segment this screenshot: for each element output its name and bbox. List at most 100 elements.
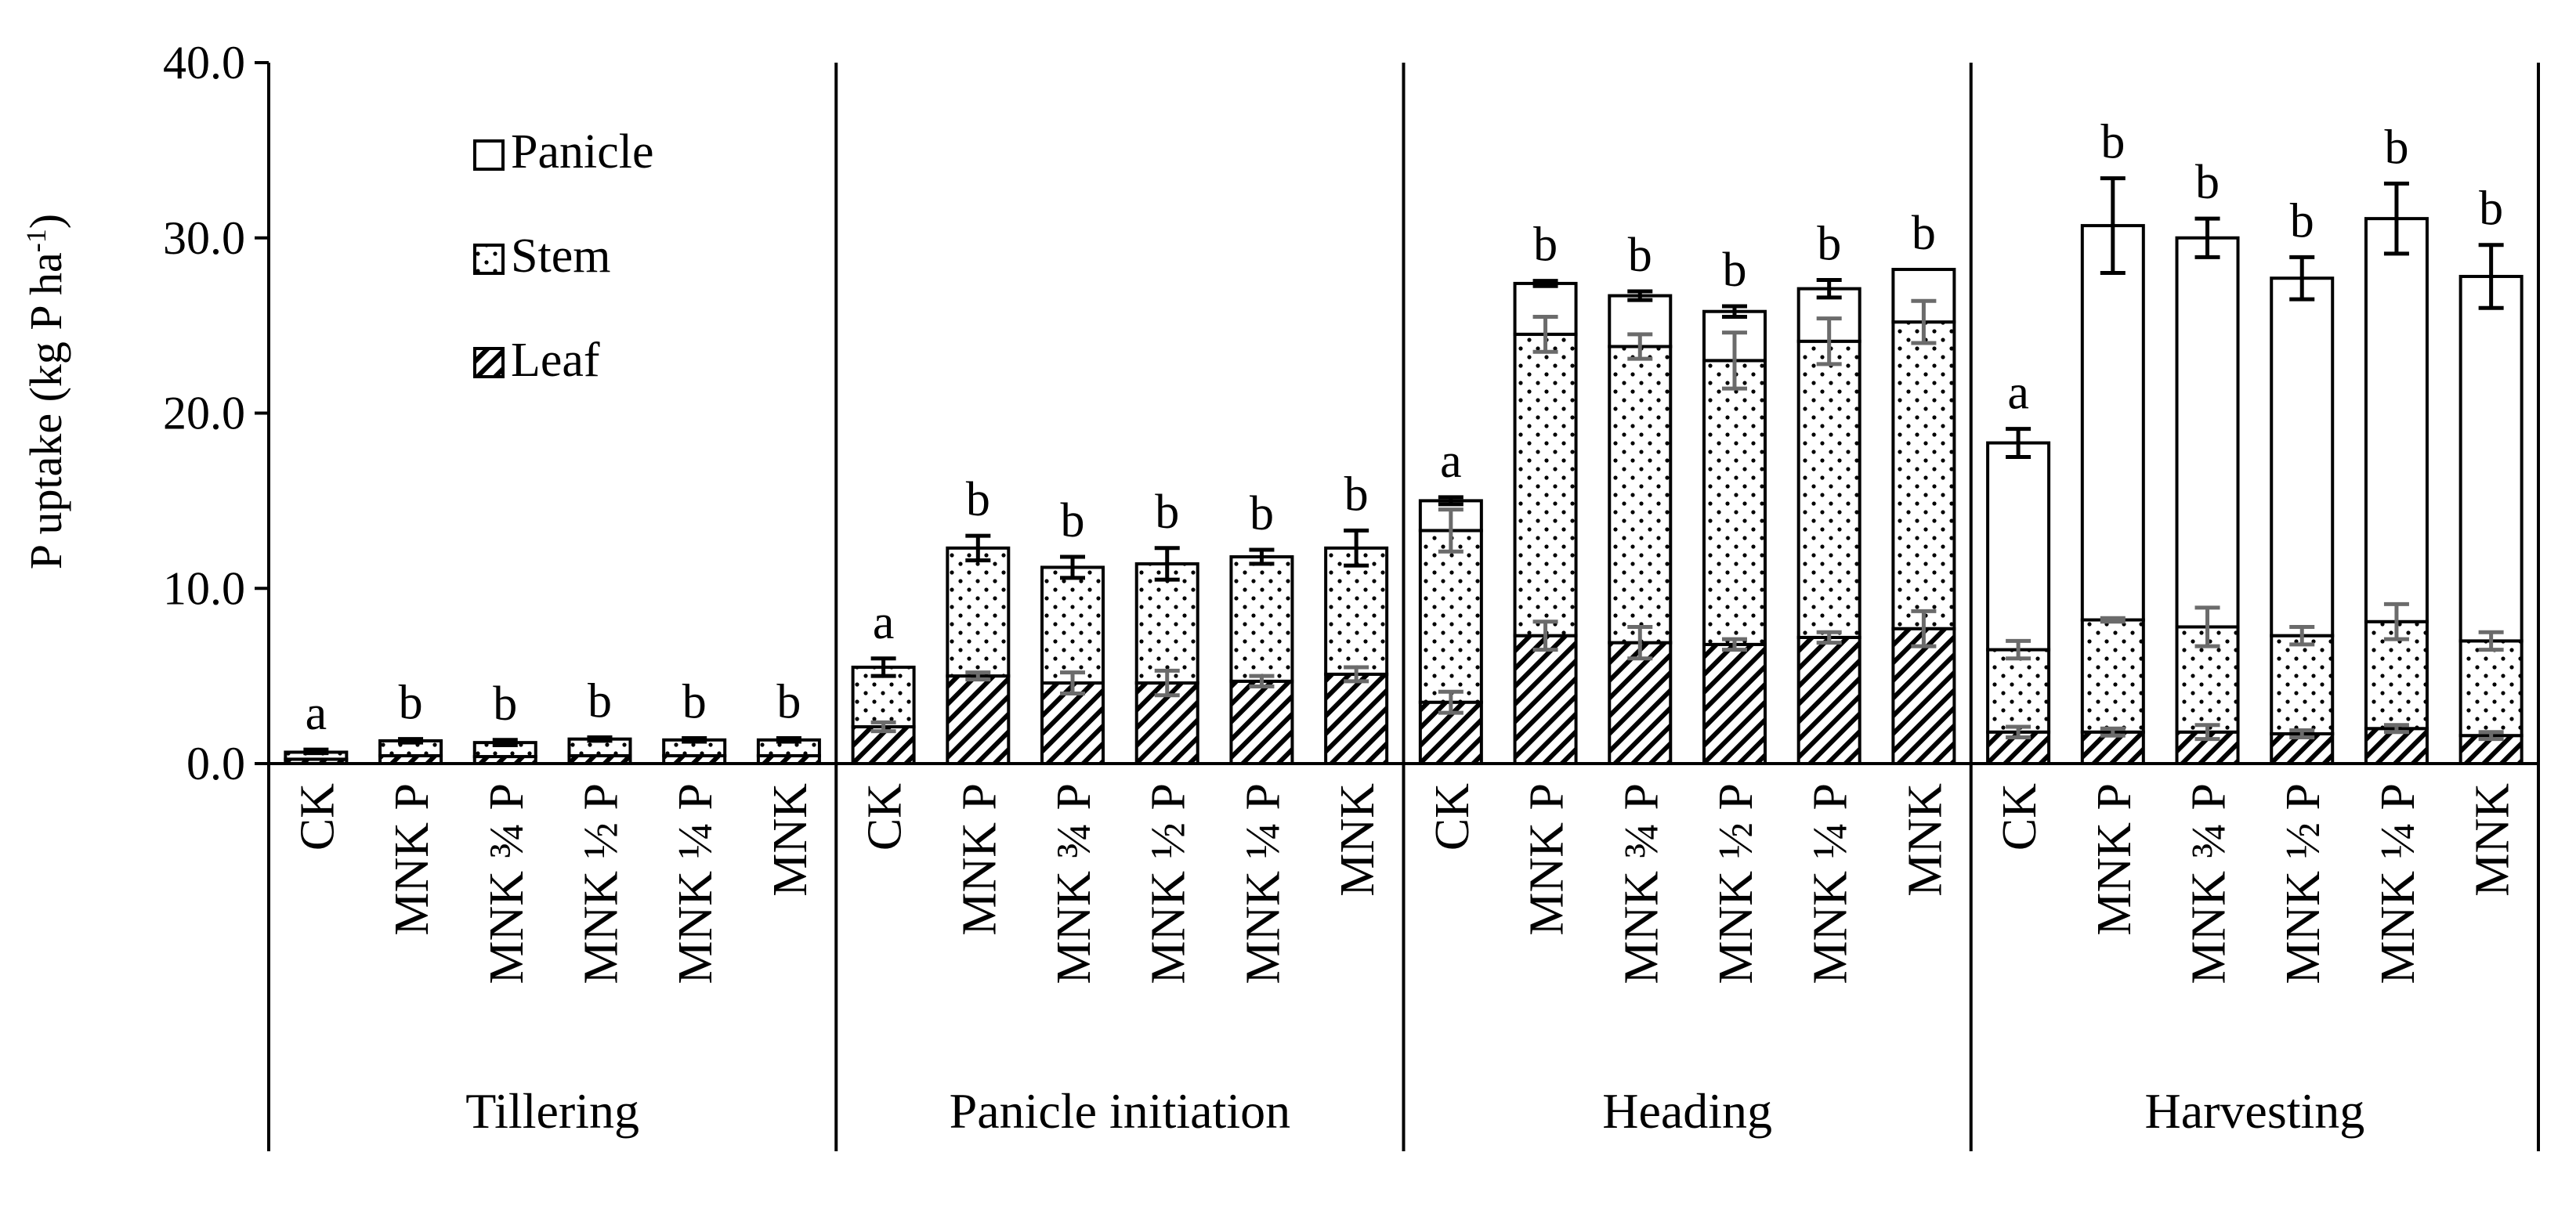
error-bar-stem (2194, 605, 2220, 648)
significance-letter: b (1061, 494, 1085, 547)
error-bar-leaf (1154, 668, 1180, 698)
y-tick-label: 0.0 (186, 738, 245, 789)
legend-swatch-stem (473, 244, 505, 275)
significance-letter: b (1155, 486, 1179, 539)
category-label: CK (859, 783, 912, 851)
error-bar-leaf (1532, 619, 1558, 652)
bar-segment-leaf (1702, 642, 1767, 765)
y-axis-title-close: ) (20, 214, 71, 229)
error-bar-total (2006, 427, 2031, 459)
error-bar-total (398, 737, 424, 745)
significance-letter: a (2007, 367, 2029, 420)
error-bar-total (1816, 277, 1842, 300)
legend-swatch-leaf (473, 347, 505, 378)
category-label: MNK (1331, 783, 1384, 897)
error-bar-leaf (1721, 637, 1747, 652)
error-bar-stem (1438, 507, 1463, 554)
group-label: Harvesting (2144, 1083, 2364, 1139)
error-bar-stem (2289, 624, 2315, 647)
bar-segment-leaf (1513, 634, 1578, 765)
y-tick-label: 10.0 (163, 562, 245, 614)
error-bar-total (1060, 554, 1086, 580)
category-label: MNK (1898, 783, 1952, 897)
error-bar-total (1438, 495, 1463, 507)
category-label: MNK (2466, 783, 2520, 897)
category-label: MNK ½ P (574, 783, 628, 984)
error-bar-stem (1816, 316, 1842, 367)
significance-letter: b (776, 676, 801, 729)
significance-letter: b (1817, 217, 1841, 270)
bar-segment-stem (1891, 320, 1956, 630)
bar-segment-stem (1986, 648, 2051, 734)
error-bar-total (492, 738, 518, 748)
error-bar-total (1249, 547, 1275, 566)
y-tick-label: 20.0 (163, 388, 245, 439)
category-label: MNK ½ P (1142, 783, 1196, 984)
error-bar-leaf (965, 670, 991, 682)
error-bar-total (682, 736, 707, 744)
error-bar-leaf (1344, 665, 1369, 684)
error-bar-total (1627, 289, 1653, 302)
significance-letter: b (1628, 229, 1652, 282)
significance-letter: a (873, 596, 895, 649)
significance-letter: b (966, 473, 990, 526)
significance-letter: b (2479, 182, 2503, 236)
error-bar-total (965, 533, 991, 562)
y-axis-title-main: P uptake (kg P ha (20, 252, 71, 569)
bar-segment-stem (2080, 618, 2145, 734)
error-bar-stem (1627, 332, 1653, 361)
error-bar-leaf (2383, 723, 2409, 735)
error-bar-total (587, 735, 613, 743)
significance-letter: b (1912, 207, 1936, 260)
error-bar-leaf (1249, 674, 1275, 689)
error-bar-leaf (1627, 624, 1653, 661)
bar-segment-leaf (1891, 627, 1956, 766)
error-bar-total (2100, 176, 2126, 275)
category-label: MNK ¼ P (669, 783, 722, 984)
bar-segment-stem (1418, 529, 1483, 704)
error-bar-total (303, 747, 329, 756)
significance-letter: b (1250, 487, 1274, 540)
group-label: Tillering (465, 1083, 639, 1139)
error-bar-total (2478, 243, 2504, 310)
significance-letter: b (588, 674, 612, 728)
error-bar-leaf (870, 720, 896, 734)
bar-segment-stem (2458, 639, 2524, 738)
significance-letter: b (2100, 116, 2125, 169)
bar-segment-leaf (946, 674, 1011, 765)
axes (255, 61, 2540, 1151)
category-label: CK (1426, 783, 1479, 851)
category-label: MNK P (1521, 783, 1574, 936)
significance-letter: a (1440, 435, 1462, 488)
category-label: CK (1993, 783, 2046, 851)
y-tick-label: 30.0 (163, 212, 245, 264)
significance-letter: b (493, 677, 517, 731)
bar-segment-panicle (2080, 224, 2145, 622)
error-bar-leaf (2289, 728, 2315, 739)
bar-segment-leaf (1229, 679, 1294, 766)
error-bar-leaf (2194, 723, 2220, 742)
significance-letter: b (682, 676, 707, 729)
bar-segment-leaf (1324, 672, 1389, 766)
error-bar-leaf (1060, 670, 1086, 695)
bar-segment-panicle (2458, 274, 2524, 643)
y-axis-title-sup: -1 (20, 229, 52, 252)
category-label: MNK ¾ P (1047, 783, 1101, 984)
bar-segment-stem (1040, 565, 1105, 685)
error-bar-leaf (2478, 730, 2504, 742)
significance-letter: b (2290, 194, 2314, 247)
category-label: MNK P (385, 783, 439, 936)
error-bar-stem (2383, 601, 2409, 641)
bar-segment-stem (1229, 554, 1294, 683)
category-label: MNK ¾ P (1615, 783, 1668, 984)
error-bar-total (1154, 546, 1180, 582)
category-label: MNK ¾ P (2183, 783, 2236, 984)
error-bar-total (1532, 279, 1558, 288)
bar-segment-stem (2270, 634, 2335, 735)
error-bar-total (870, 656, 896, 678)
y-tick-label: 40.0 (163, 37, 245, 88)
bar-segment-leaf (1796, 635, 1861, 766)
error-bar-leaf (2100, 726, 2126, 738)
